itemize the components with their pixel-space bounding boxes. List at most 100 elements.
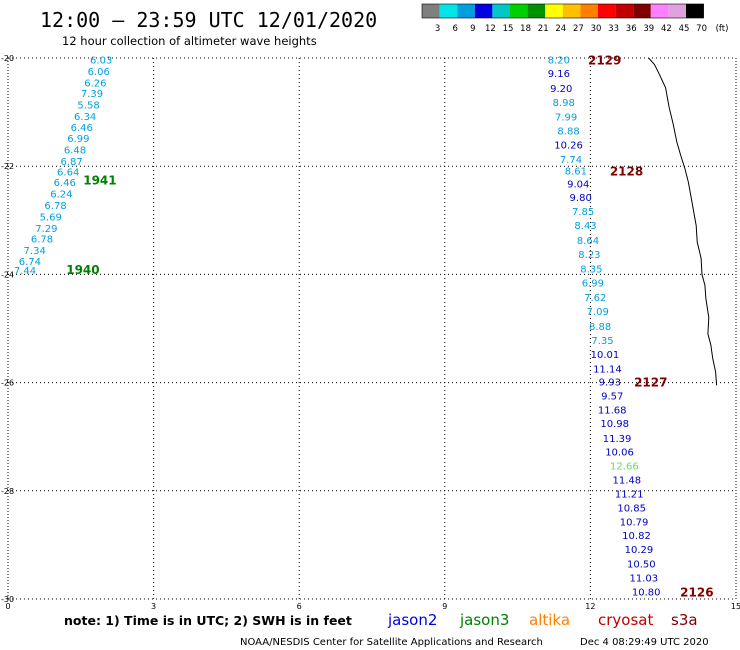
wave-height-value: 6.24: [50, 189, 72, 200]
wave-height-value: 10.79: [620, 518, 649, 529]
wave-height-value: 6.99: [67, 134, 89, 145]
x-tick-label: 12: [585, 602, 595, 611]
color-scale-label: 15: [503, 24, 514, 34]
color-scale-label: 21: [538, 24, 549, 34]
wave-height-value: 6.06: [88, 67, 110, 78]
color-swatch: [474, 4, 493, 18]
color-scale-label: 36: [626, 24, 637, 34]
color-scale-label: 27: [573, 24, 584, 34]
plot-grid: [7, 57, 737, 600]
pass-label: 2128: [610, 165, 643, 179]
wave-height-value: 7.09: [587, 307, 609, 318]
wave-height-value: 9.93: [599, 378, 621, 389]
wave-height-value: 11.21: [615, 490, 644, 501]
color-scale-label: 33: [608, 24, 619, 34]
wave-height-value: 6.34: [74, 112, 96, 123]
wave-height-value: 5.69: [40, 213, 62, 224]
x-tick-label: 3: [151, 602, 156, 611]
color-swatch: [562, 4, 581, 18]
footer-timestamp: Dec 4 08:29:49 UTC 2020: [580, 637, 709, 648]
wave-height-value: 11.68: [598, 406, 627, 417]
wave-height-value: 9.20: [550, 84, 572, 95]
wave-height-value: 8.98: [553, 98, 575, 109]
wave-height-value: 6.64: [57, 168, 79, 179]
color-swatch: [650, 4, 669, 18]
wave-height-value: 10.01: [591, 350, 620, 361]
wave-height-value: 10.50: [627, 559, 656, 570]
color-scale-label: 18: [520, 24, 531, 34]
satellite-legend-item: altika: [529, 611, 570, 629]
pass-label: 1940: [66, 263, 99, 277]
wave-height-value: 11.39: [603, 434, 632, 445]
wave-height-value: 6.26: [84, 78, 106, 89]
wave-height-value: 6.78: [31, 235, 53, 246]
x-tick-label: 0: [5, 602, 10, 611]
color-swatch: [615, 4, 634, 18]
y-tick-label: -30: [1, 595, 14, 604]
wave-height-value: 8.88: [589, 322, 611, 333]
color-scale-label: 30: [591, 24, 602, 34]
wave-height-value: 11.14: [593, 365, 622, 376]
color-scale-label: 45: [679, 24, 690, 34]
wave-height-value: 7.62: [584, 293, 606, 304]
color-scale-label: 12: [485, 24, 496, 34]
y-tick-label: -24: [1, 270, 14, 279]
wave-height-value: 7.44: [14, 266, 36, 277]
color-swatch: [633, 4, 651, 18]
wave-height-value: 6.74: [19, 257, 41, 268]
wave-height-value: 9.57: [601, 392, 623, 403]
chart-subtitle: 12 hour collection of altimeter wave hei…: [62, 34, 317, 48]
wave-height-value: 10.85: [617, 504, 646, 515]
color-swatch: [598, 4, 616, 18]
wave-height-value: 11.03: [629, 573, 658, 584]
color-scale-label: 24: [555, 24, 566, 34]
wave-height-labels: 6.036.066.267.395.586.346.466.996.486.87…: [14, 54, 714, 600]
color-swatch: [422, 4, 440, 18]
color-scale-label: 6: [452, 24, 457, 34]
wave-height-value: 7.34: [24, 246, 46, 257]
wave-height-value: 10.82: [622, 531, 651, 542]
wave-height-value: 10.26: [554, 141, 583, 152]
wave-height-value: 6.46: [54, 178, 76, 189]
color-scale-unit: (ft): [716, 24, 729, 34]
wave-height-value: 7.35: [591, 336, 613, 347]
pass-label: 1941: [83, 174, 116, 188]
wave-height-value: 9.80: [570, 193, 592, 204]
color-scale-label: 42: [661, 24, 672, 34]
wave-height-value: 7.85: [572, 207, 594, 218]
axis-ticks: 0 3 6 9 12 15 -20 -22 -24 -26 -28 -30: [1, 54, 740, 611]
wave-height-value: 8.43: [574, 221, 596, 232]
chart-title: 12:00 — 23:59 UTC 12/01/2020: [40, 8, 377, 32]
x-tick-label: 9: [442, 602, 447, 611]
coastline: [648, 57, 718, 386]
wave-height-value: 9.04: [567, 180, 589, 191]
wave-height-value: 10.98: [600, 419, 629, 430]
wave-height-value: 6.87: [60, 157, 82, 168]
wave-height-value: 7.99: [555, 112, 577, 123]
wave-height-value: 5.58: [77, 101, 99, 112]
wave-height-value: 6.78: [44, 201, 66, 212]
color-scale-legend: 3 6 9 12 15 18 21 24 27 30 33 36 39 42 45 70 (ft): [421, 3, 729, 34]
wave-height-value: 11.48: [612, 475, 641, 486]
wave-height-value: 9.16: [548, 69, 570, 80]
wave-height-value: 6.46: [71, 123, 93, 134]
color-scale-label: 3: [435, 24, 440, 34]
color-scale-label: 39: [643, 24, 654, 34]
satellite-legend-item: jason2: [387, 611, 437, 629]
satellite-legend: jason2 jason3 altika cryosat s3a: [387, 611, 698, 629]
wave-height-value: 10.29: [625, 545, 654, 556]
wave-height-value: 7.74: [560, 155, 582, 166]
satellite-legend-item: s3a: [671, 611, 698, 629]
color-swatch: [668, 4, 686, 18]
footer-credit: NOAA/NESDIS Center for Satellite Applica…: [240, 637, 543, 648]
wave-height-value: 8.23: [578, 250, 600, 261]
wave-height-value: 8.35: [580, 264, 602, 275]
wave-height-value: 10.06: [605, 447, 634, 458]
color-scale-frame: [421, 3, 704, 19]
wave-height-value: 10.80: [632, 587, 661, 598]
x-tick-label: 6: [297, 602, 302, 611]
y-tick-label: -22: [1, 162, 14, 171]
color-swatch: [580, 4, 598, 18]
color-swatch: [439, 4, 458, 18]
